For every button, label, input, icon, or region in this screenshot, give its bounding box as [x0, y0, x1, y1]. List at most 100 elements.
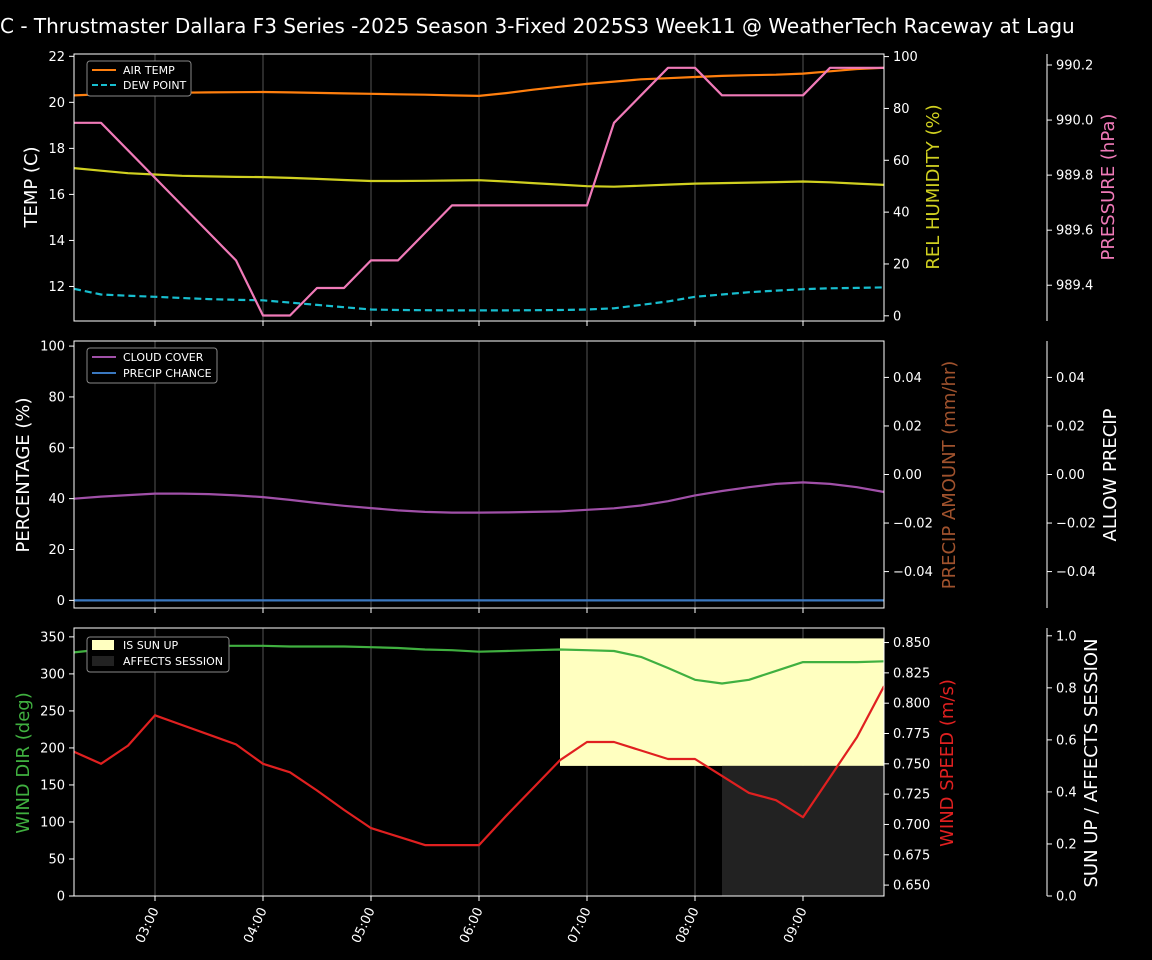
y-tick-label: −0.02 [893, 517, 933, 532]
y-tick-label: 14 [48, 234, 65, 249]
wind-speed-line [73, 685, 885, 847]
cloud-cover-line [73, 481, 885, 514]
temp-axis-label: TEMP (C) [21, 146, 42, 228]
y-axes: 12 14 16 18 20 22 0 20 40 60 80 100 989.4 989.6 989.8 9… [40, 50, 1096, 905]
y-tick-label: 0.00 [893, 468, 922, 483]
y-tick-label: 990.0 [1056, 114, 1093, 129]
y-tick-label: 989.6 [1056, 224, 1093, 239]
wind-panel: WIND DIR (deg) WIND SPEED (m/s) SUN UP /… [13, 627, 1102, 897]
y-tick-label: 200 [40, 741, 65, 756]
precipitation-legend: CLOUD COVER PRECIP CHANCE [86, 347, 218, 384]
y-tick-label: 0.850 [893, 636, 930, 651]
y-tick-label: 0.2 [1056, 837, 1077, 852]
y-tick-label: 0.800 [893, 697, 930, 712]
y-tick-label: 40 [48, 492, 65, 507]
allow-precip-axis-label: ALLOW PRECIP [1100, 408, 1121, 541]
y-tick-label: 0 [893, 309, 901, 324]
y-tick-label: 1.0 [1056, 629, 1077, 644]
y-tick-label: 12 [48, 280, 65, 295]
y-tick-label: 80 [48, 390, 65, 405]
y-tick-label: 350 [40, 630, 65, 645]
y-tick-label: 20 [48, 543, 65, 558]
air-temp-line [73, 66, 885, 98]
y-tick-label: 0.675 [893, 848, 930, 863]
precipitation-plot-area [73, 341, 885, 608]
y-tick-label: 0.725 [893, 788, 930, 803]
y-tick-label: 0 [57, 594, 65, 609]
legend-sun-up-swatch [92, 640, 114, 650]
y-tick-label: 60 [893, 154, 910, 169]
legend-sun-up-label: IS SUN UP [123, 639, 179, 652]
wind-speed-axis-label: WIND SPEED (m/s) [937, 679, 958, 847]
x-tick-label: 06:00 [457, 905, 486, 945]
y-tick-label: 0.04 [893, 371, 922, 386]
y-tick-label: 40 [893, 206, 910, 221]
pressure-axis-label: PRESSURE (hPa) [1098, 114, 1119, 261]
y-tick-label: 0.700 [893, 818, 930, 833]
x-tick-label: 07:00 [565, 905, 594, 945]
legend-affects-session-label: AFFECTS SESSION [123, 655, 223, 668]
y-tick-label: 0.02 [1056, 419, 1085, 434]
legend-affects-session-swatch [92, 656, 114, 666]
temperature-plot-area [73, 54, 885, 321]
y-tick-label: 0.00 [1056, 468, 1085, 483]
y-tick-label: 22 [48, 50, 65, 65]
y-tick-label: 0 [57, 890, 65, 905]
x-tick-label: 03:00 [133, 905, 162, 945]
x-tick-label: 04:00 [241, 905, 270, 945]
legend-cloud-cover-label: CLOUD COVER [123, 351, 204, 364]
y-tick-label: −0.04 [893, 565, 933, 580]
affects-session-span [722, 765, 884, 896]
y-tick-label: 989.8 [1056, 169, 1093, 184]
page-title: C - Thrustmaster Dallara F3 Series -2025… [0, 14, 1075, 38]
y-tick-label: 990.2 [1056, 59, 1093, 74]
y-tick-label: −0.02 [1056, 517, 1096, 532]
legend-precip-chance-label: PRECIP CHANCE [123, 367, 212, 380]
x-tick-label: 05:00 [349, 905, 378, 945]
y-tick-label: 300 [40, 667, 65, 682]
y-tick-label: 100 [40, 340, 65, 355]
y-tick-label: 0.825 [893, 666, 930, 681]
y-tick-label: 18 [48, 142, 65, 157]
wind-plot-area [73, 628, 885, 896]
y-tick-label: 0.650 [893, 879, 930, 894]
y-tick-label: 0.4 [1056, 785, 1077, 800]
temperature-legend: AIR TEMP DEW POINT [86, 60, 192, 97]
is-sun-up-span [560, 638, 884, 766]
dew-point-line [73, 286, 885, 312]
precip-amount-axis-label: PRECIP AMOUNT (mm/hr) [939, 361, 960, 590]
y-tick-label: 0.0 [1056, 890, 1077, 905]
y-tick-label: 0.750 [893, 757, 930, 772]
y-tick-label: 100 [893, 50, 918, 65]
y-tick-label: 0.6 [1056, 733, 1077, 748]
y-tick-label: 250 [40, 704, 65, 719]
legend-dew-point-label: DEW POINT [123, 79, 187, 92]
sun-up-axis-label: SUN UP / AFFECTS SESSION [1081, 638, 1102, 887]
y-tick-label: 100 [40, 815, 65, 830]
wind-legend: IS SUN UP AFFECTS SESSION [86, 636, 230, 673]
x-axis: 03:00 04:00 05:00 06:00 07:00 08:00 09:00 [133, 321, 811, 946]
pressure-line [74, 66, 884, 317]
x-tick-label: 09:00 [781, 905, 810, 945]
legend-air-temp-label: AIR TEMP [123, 64, 175, 77]
y-tick-label: 0.02 [893, 419, 922, 434]
y-tick-label: 0.04 [1056, 371, 1085, 386]
humidity-axis-label: REL HUMIDITY (%) [923, 104, 944, 269]
percentage-axis-label: PERCENTAGE (%) [13, 397, 34, 552]
y-tick-label: 0.8 [1056, 681, 1077, 696]
y-tick-label: 0.775 [893, 727, 930, 742]
y-tick-label: −0.04 [1056, 565, 1096, 580]
y-tick-label: 20 [893, 257, 910, 272]
y-tick-label: 989.4 [1056, 279, 1093, 294]
y-tick-label: 150 [40, 778, 65, 793]
y-tick-label: 80 [893, 102, 910, 117]
y-tick-label: 16 [48, 188, 65, 203]
y-tick-label: 50 [48, 852, 65, 867]
y-tick-label: 20 [48, 96, 65, 111]
x-tick-label: 08:00 [673, 905, 702, 945]
y-tick-label: 60 [48, 441, 65, 456]
precipitation-panel: PERCENTAGE (%) PRECIP AMOUNT (mm/hr) ALL… [13, 340, 1121, 609]
rel-humidity-line [73, 167, 885, 188]
wind-dir-axis-label: WIND DIR (deg) [13, 692, 34, 834]
